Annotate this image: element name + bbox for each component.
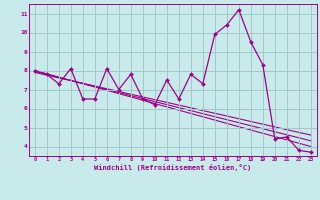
X-axis label: Windchill (Refroidissement éolien,°C): Windchill (Refroidissement éolien,°C) [94, 164, 252, 171]
